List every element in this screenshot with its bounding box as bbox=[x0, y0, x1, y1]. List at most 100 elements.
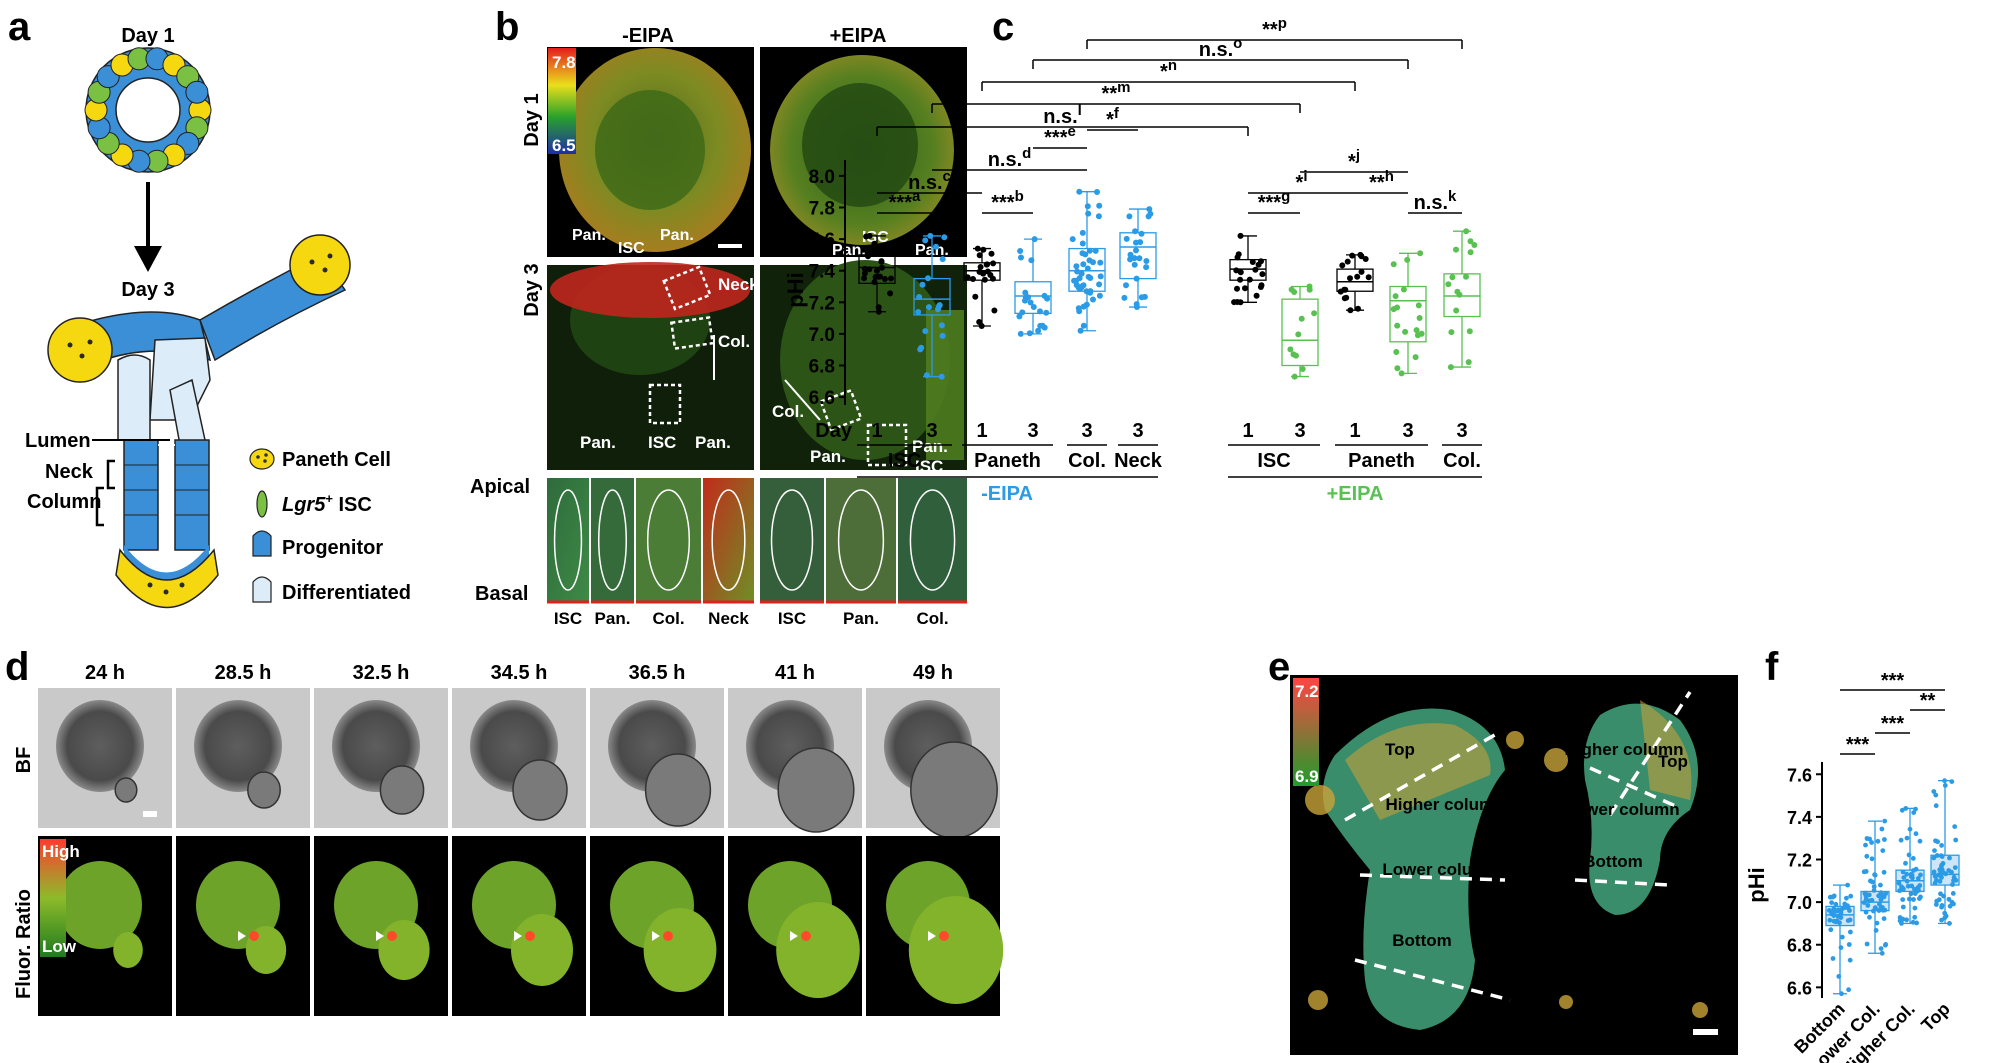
panel-d: d BF Fluor. Ratio 24 h 28.5 h 32.5 h 34.5 h… bbox=[5, 645, 1004, 1016]
data-point bbox=[861, 265, 868, 272]
data-point bbox=[1839, 934, 1845, 940]
data-point bbox=[1037, 308, 1043, 315]
d-arrowhead-icon bbox=[376, 931, 384, 941]
d-row-fluor-label: Fluor. Ratio bbox=[13, 889, 35, 999]
panel-c: c 6.6 6.8 7.0 7.2 7.4 7.6 7.8 8.0 pHi Day 1 3 1 3 3 3 1 3… bbox=[783, 5, 1482, 505]
data-point bbox=[1912, 905, 1918, 911]
data-point bbox=[1136, 255, 1143, 262]
c-day-tick: 3 bbox=[1402, 420, 1413, 442]
data-point bbox=[1454, 288, 1461, 295]
y-tick-label: 7.6 bbox=[1787, 765, 1812, 785]
data-point bbox=[1041, 292, 1048, 299]
data-point bbox=[1298, 315, 1305, 322]
data-point bbox=[988, 250, 995, 257]
data-point bbox=[1939, 867, 1945, 872]
data-point bbox=[1863, 869, 1869, 874]
data-point bbox=[1094, 189, 1100, 195]
data-point bbox=[1095, 213, 1102, 220]
data-point bbox=[984, 261, 991, 268]
c-sig-label: *i bbox=[1296, 168, 1308, 194]
data-point bbox=[1897, 915, 1903, 920]
data-point bbox=[1838, 915, 1844, 920]
data-point bbox=[1931, 789, 1937, 794]
b-crop-image bbox=[826, 478, 896, 603]
d-arrowhead-icon bbox=[790, 931, 798, 941]
b-crop-outline bbox=[553, 489, 583, 591]
b-crop-label: Pan. bbox=[843, 609, 879, 628]
data-point bbox=[1907, 826, 1913, 832]
b-day1-minus-label-2: Pan. bbox=[660, 227, 694, 244]
c-ylabel: pHi bbox=[783, 272, 808, 307]
c-sig-label: *n bbox=[1160, 57, 1177, 83]
data-point bbox=[872, 274, 879, 280]
data-point bbox=[1900, 904, 1906, 910]
data-point bbox=[1881, 869, 1887, 875]
data-point bbox=[1393, 349, 1400, 355]
data-point bbox=[1259, 271, 1266, 278]
data-point bbox=[1878, 897, 1884, 902]
data-point bbox=[1865, 903, 1871, 908]
data-point bbox=[1138, 294, 1145, 301]
data-point bbox=[1917, 896, 1922, 901]
data-point bbox=[1896, 880, 1902, 886]
data-point bbox=[1039, 322, 1046, 329]
data-point bbox=[1390, 306, 1397, 313]
data-point bbox=[1235, 251, 1242, 258]
c-day-label: Day bbox=[815, 420, 853, 442]
data-point bbox=[1355, 305, 1361, 312]
b-crop-label: Pan. bbox=[595, 609, 631, 628]
panel-label-f: f bbox=[1765, 645, 1779, 689]
b-day3-plus-label-0: Col. bbox=[772, 402, 804, 421]
data-point bbox=[863, 233, 870, 240]
data-point bbox=[1394, 322, 1401, 329]
e-ph-scale-bar bbox=[1293, 678, 1319, 786]
a-legend: Paneth Cell Lgr5+ ISC Progenitor Differe… bbox=[249, 448, 411, 604]
b-crop-outline bbox=[597, 489, 628, 591]
data-point bbox=[1901, 875, 1907, 880]
box bbox=[1443, 273, 1481, 318]
data-point bbox=[1079, 283, 1085, 290]
b-crop-label: Col. bbox=[652, 609, 684, 628]
data-point bbox=[1909, 883, 1915, 889]
data-point bbox=[1869, 897, 1875, 903]
d-fluor-bud bbox=[908, 896, 1004, 1004]
a-column-label: Column bbox=[27, 491, 101, 513]
data-point bbox=[1900, 885, 1906, 891]
b-day3-plus-label-2: Pan. bbox=[912, 437, 948, 456]
data-point bbox=[1143, 258, 1150, 264]
data-point bbox=[1935, 839, 1940, 845]
b-basal-label: Basal bbox=[475, 583, 528, 605]
data-point bbox=[939, 332, 946, 339]
data-point bbox=[916, 294, 923, 300]
data-point bbox=[1467, 238, 1474, 245]
data-point bbox=[1883, 942, 1889, 947]
a-arrow-head bbox=[134, 246, 162, 272]
data-point bbox=[1416, 315, 1423, 321]
y-tick-label: 6.8 bbox=[809, 357, 835, 378]
data-point bbox=[1453, 246, 1459, 253]
data-point bbox=[1237, 232, 1244, 239]
e-label-bottom-left: Bottom bbox=[1392, 931, 1451, 950]
box bbox=[1389, 285, 1427, 343]
d-time-label: 36.5 h bbox=[629, 662, 686, 684]
data-point bbox=[1845, 882, 1850, 888]
data-point bbox=[1084, 203, 1091, 210]
data-point bbox=[1138, 230, 1145, 237]
data-point bbox=[1339, 262, 1346, 269]
data-point bbox=[1080, 322, 1087, 329]
d-fluor-bud bbox=[643, 908, 717, 992]
data-point bbox=[1946, 868, 1952, 873]
data-point bbox=[1400, 286, 1407, 293]
data-point bbox=[1863, 842, 1868, 848]
data-point bbox=[1097, 273, 1104, 280]
c-day-tick: 3 bbox=[926, 420, 937, 442]
d-fluor-bud bbox=[113, 932, 143, 968]
f-sig-label: *** bbox=[1846, 734, 1870, 756]
c-day-tick: 1 bbox=[1349, 420, 1360, 442]
data-point bbox=[1017, 248, 1024, 254]
data-point bbox=[1343, 294, 1350, 301]
data-point bbox=[1829, 900, 1834, 905]
data-point bbox=[1347, 307, 1354, 314]
data-point bbox=[1253, 292, 1260, 299]
data-point bbox=[1931, 855, 1937, 861]
